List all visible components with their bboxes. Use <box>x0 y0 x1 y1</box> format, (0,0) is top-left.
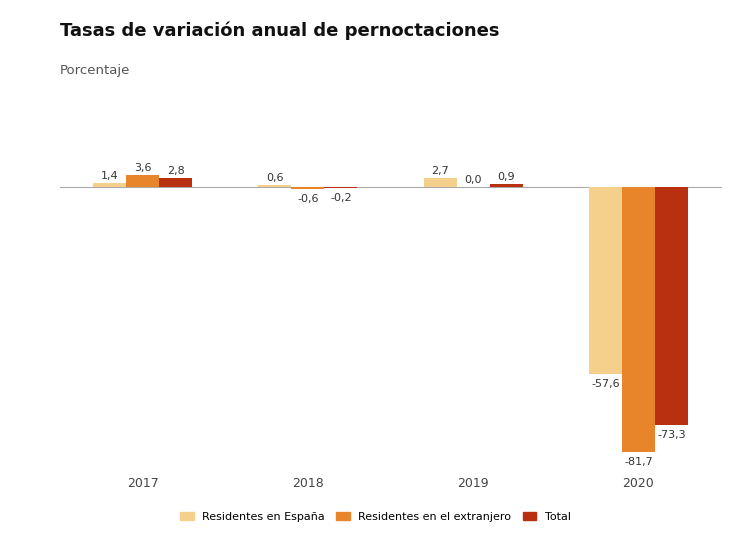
Text: 2017: 2017 <box>127 477 158 490</box>
Text: -0,6: -0,6 <box>297 194 318 204</box>
Text: 0,6: 0,6 <box>266 173 284 183</box>
Bar <box>258 185 291 187</box>
Text: 2,8: 2,8 <box>167 166 185 176</box>
Bar <box>424 178 457 187</box>
Text: 2018: 2018 <box>292 477 324 490</box>
Bar <box>622 187 655 452</box>
Text: 2019: 2019 <box>457 477 489 490</box>
Text: 1,4: 1,4 <box>101 171 119 180</box>
Bar <box>490 184 523 187</box>
Bar <box>93 183 126 187</box>
Text: 2020: 2020 <box>623 477 654 490</box>
Text: 0,9: 0,9 <box>497 172 515 182</box>
Bar <box>291 187 324 189</box>
Text: 2,7: 2,7 <box>431 166 449 176</box>
Text: Porcentaje: Porcentaje <box>60 64 131 77</box>
Text: 3,6: 3,6 <box>134 163 152 173</box>
Bar <box>655 187 688 425</box>
Bar <box>126 176 159 187</box>
Bar <box>324 187 357 188</box>
Bar <box>159 178 192 187</box>
Text: -81,7: -81,7 <box>624 457 653 467</box>
Text: -57,6: -57,6 <box>591 379 620 389</box>
Text: Tasas de variación anual de pernoctaciones: Tasas de variación anual de pernoctacion… <box>60 21 499 40</box>
Text: -0,2: -0,2 <box>330 193 351 202</box>
Legend: Residentes en España, Residentes en el extranjero, Total: Residentes en España, Residentes en el e… <box>176 507 575 526</box>
Bar <box>589 187 622 374</box>
Text: -73,3: -73,3 <box>657 430 686 440</box>
Text: 0,0: 0,0 <box>464 175 482 185</box>
